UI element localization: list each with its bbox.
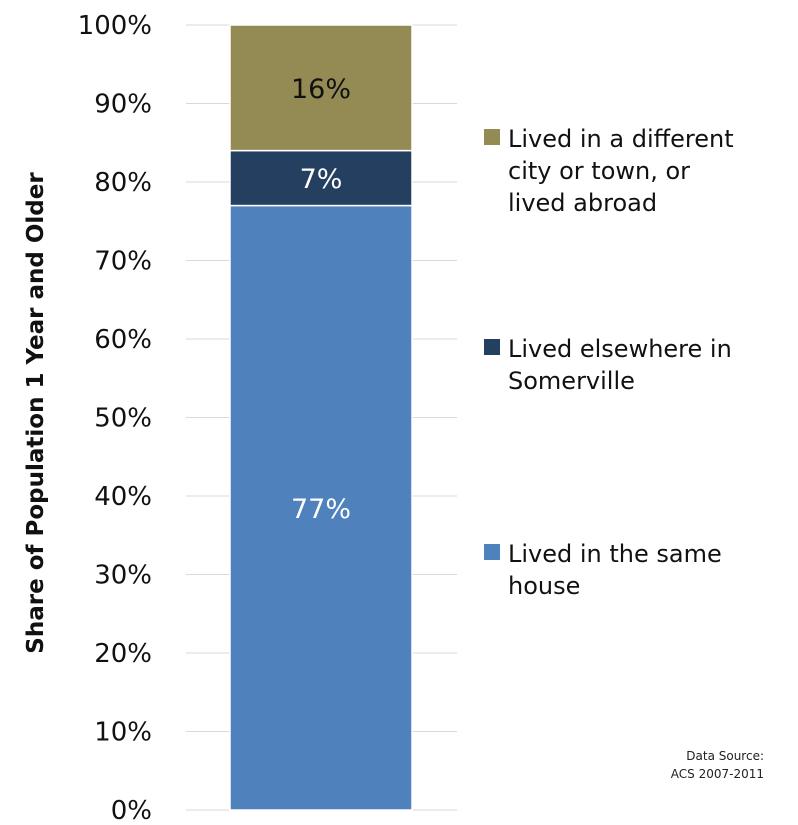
y-tick-label: 30% xyxy=(94,561,152,591)
y-tick-label: 0% xyxy=(111,796,152,825)
data-label-1: 7% xyxy=(300,164,343,195)
y-tick-label: 60% xyxy=(94,325,152,355)
y-tick-label: 50% xyxy=(94,404,152,434)
legend-swatch-0 xyxy=(484,129,500,145)
y-tick-label: 20% xyxy=(94,639,152,669)
legend-swatch-1 xyxy=(484,339,500,355)
data-label-2: 16% xyxy=(291,74,351,105)
legend: Lived in a different city or town, or live… xyxy=(484,125,734,600)
y-axis-ticks: 0% 10% 20% 30% 40% 50% 60% 70% 80% 90% 100% xyxy=(78,11,152,825)
data-label-0: 77% xyxy=(291,494,351,525)
y-tick-label: 80% xyxy=(94,168,152,198)
stacked-bar: 77% 7% 16% xyxy=(229,24,413,811)
y-tick-label: 100% xyxy=(78,11,152,41)
legend-label-0: Lived in a different xyxy=(508,125,734,153)
legend-label-1: Lived elsewhere in xyxy=(508,335,732,363)
y-axis-label: Share of Population 1 Year and Older xyxy=(23,172,49,654)
legend-label-0: city or town, or xyxy=(508,157,690,185)
bar-segment-0 xyxy=(229,204,413,811)
legend-swatch-2 xyxy=(484,544,500,560)
y-tick-label: 90% xyxy=(94,90,152,120)
bar-segment-1 xyxy=(229,149,413,207)
legend-label-1: Somerville xyxy=(508,367,635,395)
y-tick-label: 40% xyxy=(94,482,152,512)
y-tick-label: 70% xyxy=(94,247,152,277)
y-tick-label: 10% xyxy=(94,718,152,748)
data-source-line: Data Source: xyxy=(686,749,764,763)
data-source-note: Data Source: ACS 2007-2011 xyxy=(671,749,764,781)
legend-label-0: lived abroad xyxy=(508,189,657,217)
bar-segment-2 xyxy=(229,24,413,152)
data-source-line: ACS 2007-2011 xyxy=(671,767,764,781)
legend-label-2: house xyxy=(508,572,580,600)
legend-label-2: Lived in the same xyxy=(508,540,722,568)
